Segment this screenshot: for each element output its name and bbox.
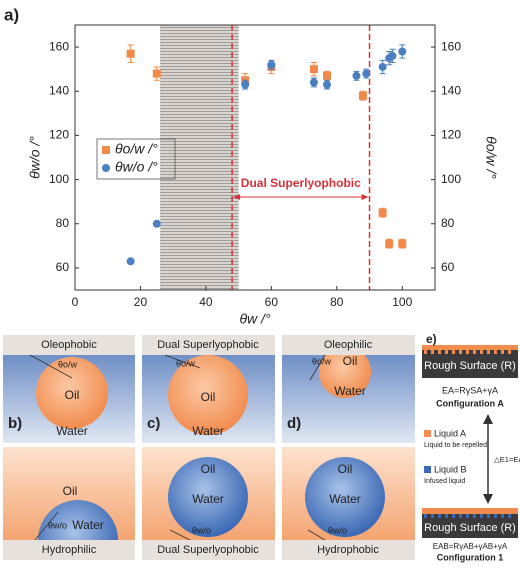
panel-text: Water [192,492,224,506]
y-tick-label: 80 [56,216,70,230]
y-tick-label: 60 [56,260,70,274]
panel-text: Water [334,384,366,398]
data-point [152,69,161,78]
panel-text: Oleophobic [41,339,97,351]
y2-tick-label: 160 [441,39,461,53]
y2-tick-label: 120 [441,128,461,142]
panel-text: Water [56,424,88,438]
panel-c: Dual Superlyophobic θo/w Oil Water c) Oi… [142,335,275,560]
legend-label: θo/w /° [115,141,158,157]
panel-text: Oleophilic [324,339,373,351]
x-tick-label: 0 [72,295,79,309]
panel-text: △E1=EA-EAB [494,455,520,464]
panel-text: θo/w [176,358,196,368]
plot-frame [74,24,436,291]
y2-tick-label: 100 [441,172,461,186]
y-tick-label: 140 [49,83,69,97]
data-point [323,71,331,80]
panel-text: Hydrophobic [317,544,379,556]
y2-axis-label: θo/w /° [483,136,499,179]
panel-label: a) [4,5,19,24]
data-point [126,49,135,58]
panel-text: Water [329,492,361,506]
panel-text: Water [192,424,224,438]
data-point [398,47,407,56]
panel-text: Dual Superlyophobic [157,544,259,556]
panel-text: Rough Surface (R) [424,360,516,372]
panel-text: Oil [63,484,78,498]
panel-text: θw/o [328,525,347,535]
data-point [388,51,397,60]
data-point [126,257,135,266]
data-point [241,80,250,89]
panel-text: θo/w [312,356,332,366]
panel-label: b) [8,415,22,432]
y-tick-label: 100 [49,172,69,186]
panel-label: e) [426,332,437,346]
panel-text: θw/o [48,520,67,530]
data-point [362,69,371,78]
y-tick-label: 120 [49,128,69,142]
data-point [309,65,318,74]
y2-tick-label: 140 [441,83,461,97]
annotation: Dual Superlyophobic [241,176,361,190]
panel-text: Oil [65,388,80,402]
data-point [309,78,318,87]
x-axis-label: θw /° [239,311,270,327]
legend-label: θw/o /° [115,159,158,175]
panel-text: Oil [343,354,358,368]
data-point [267,60,276,69]
panel-text: Oil [201,390,216,404]
panel-label: c) [147,415,160,432]
data-point [359,91,367,100]
data-point [352,71,361,80]
y-axis-label: θw/o /° [27,136,43,179]
panel-text: θw/o [192,525,211,535]
panel-text: Oil [201,462,216,476]
x-tick-label: 20 [134,295,148,309]
chart-area: Dual Superlyophobic 0 20 40 60 80 100 60 80 100 12… [4,5,499,326]
y2-tick-label: 60 [441,260,455,274]
data-point [323,80,331,89]
x-tick-label: 80 [330,295,344,309]
x-tick-label: 100 [392,295,412,309]
legend-marker [102,146,110,154]
panel-b: Oleophobic θo/w Oil Water b) Oil θw/o Wa… [3,335,135,560]
panel-text: Infused liquid [424,478,465,485]
data-point [152,219,161,228]
y2-tick-label: 80 [441,216,455,230]
legend-box [96,138,176,180]
panel-e: Rough Surface (R) EA=RγSA+γA Configurati… [422,332,520,562]
panel-text: Liquid to be repelled [424,442,487,449]
panel-d: Oleophilic θo/w Oil Water d) Oil Water θ… [282,335,415,560]
panel-text: Hydrophilic [42,544,97,556]
panel-text: Oil [338,462,353,476]
x-tick-label: 40 [199,295,213,309]
panel-text: EA=RγSA+γA [442,385,498,395]
data-point [378,62,387,71]
panel-text: Liquid B [434,464,467,474]
shaded-region [160,25,239,290]
panel-text: Configuration A [436,398,504,408]
data-point [378,208,387,217]
panel-text: Configuration 1 [437,552,504,562]
panel-text: Water [72,518,104,532]
data-point [385,239,394,248]
legend-marker [102,164,110,172]
panel-text: Dual Superlyophobic [157,339,259,351]
panel-label: d) [287,415,301,432]
y-tick-label: 160 [49,39,69,53]
panel-text: EAB=RγAB+γAB+γA [433,542,508,551]
data-point [398,239,407,248]
x-tick-label: 60 [265,295,279,309]
panel-text: Rough Surface (R) [424,522,516,534]
panel-text: θo/w [58,359,78,369]
panel-text: Liquid A [434,428,466,438]
